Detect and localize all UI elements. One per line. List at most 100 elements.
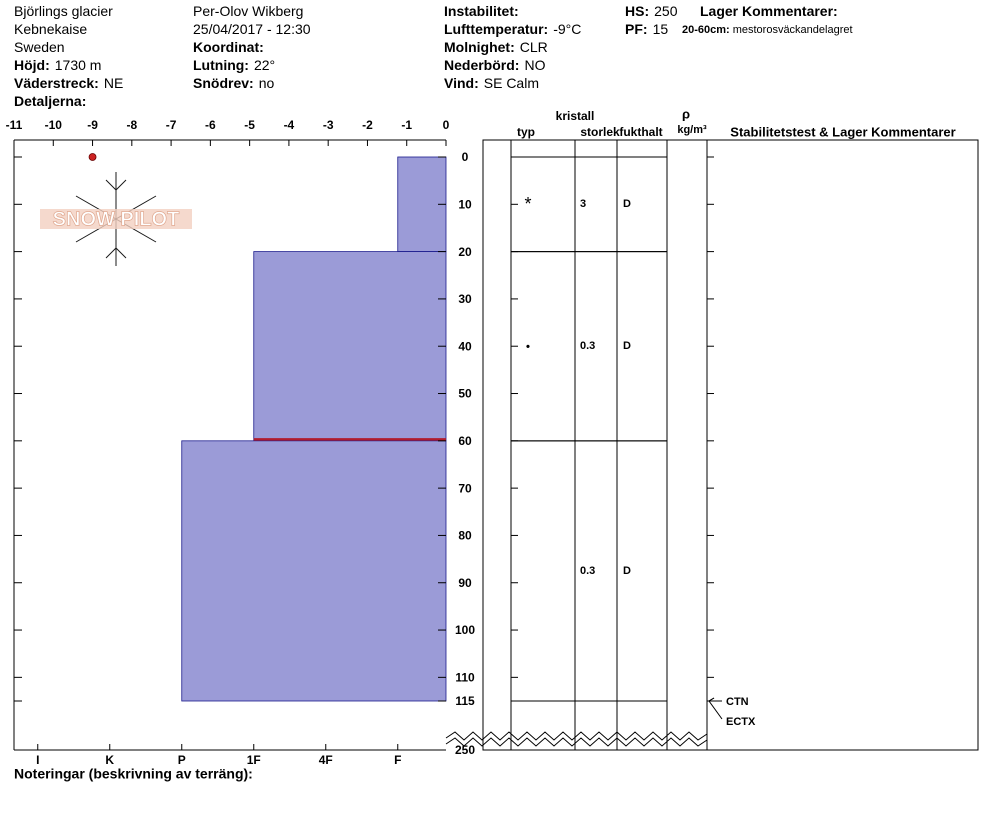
field-label: Lager Kommentarer: <box>700 3 838 19</box>
column-header: typ <box>517 125 535 139</box>
header-field: Molnighet: CLR <box>444 39 548 55</box>
header-field: Instabilitet: <box>444 3 519 19</box>
field-value: no <box>259 75 275 91</box>
field-value: Sweden <box>14 39 65 55</box>
field-label: Detaljerna: <box>14 93 86 109</box>
logo-band <box>40 209 192 229</box>
header-field: Nederbörd: NO <box>444 57 546 73</box>
test-label: CTN <box>726 696 749 708</box>
y-tick-label: 50 <box>458 387 472 401</box>
header-field: Lutning: 22° <box>193 57 275 73</box>
x-tick-label: -2 <box>362 118 373 132</box>
x-tick-label: F <box>394 753 401 767</box>
x-tick-label: -8 <box>126 118 137 132</box>
x-tick-label: -11 <box>6 118 23 132</box>
y-tick-label: 60 <box>458 434 472 448</box>
header-field: Sweden <box>14 39 65 55</box>
column-header: fukthalt <box>619 125 662 139</box>
moisture: D <box>623 565 631 577</box>
field-label: Instabilitet: <box>444 3 519 19</box>
x-tick-label: I <box>36 753 39 767</box>
y-tick-label: 40 <box>458 339 472 353</box>
header-field: Snödrev: no <box>193 75 274 91</box>
y-tick-label: 100 <box>455 623 475 637</box>
y-tick-label: 250 <box>455 743 475 757</box>
field-label: Lufttemperatur: <box>444 21 548 37</box>
header-field: Vind: SE Calm <box>444 75 539 91</box>
header-field: Björlings glacier <box>14 3 113 19</box>
column-header: kg/m³ <box>677 124 707 136</box>
header-field: Lager Kommentarer: <box>700 3 838 19</box>
x-tick-label: P <box>178 753 186 767</box>
grain-type: • <box>526 339 530 353</box>
grain-size: 3 <box>580 198 586 210</box>
x-tick-label: -6 <box>205 118 216 132</box>
grain-size: 0.3 <box>580 340 595 352</box>
field-label: PF: <box>625 21 648 37</box>
hardness-bar <box>253 251 447 442</box>
temperature-point <box>88 153 97 161</box>
column-header: Stabilitetstest & Lager Kommentarer <box>730 124 955 139</box>
field-value: 1730 m <box>55 57 102 73</box>
notes-label: Noteringar (beskrivning av terräng): <box>14 766 253 782</box>
field-label: HS: <box>625 3 649 19</box>
header-field: Väderstreck: NE <box>14 75 123 91</box>
field-value: NE <box>104 75 123 91</box>
x-tick-label: 4F <box>319 753 333 767</box>
field-value: 250 <box>654 3 678 19</box>
x-tick-label: -10 <box>45 118 63 132</box>
header-field: Kebnekaise <box>14 21 87 37</box>
header-field: Lufttemperatur: -9°C <box>444 21 581 37</box>
column-header: storlek <box>580 125 620 139</box>
grain-size: 0.3 <box>580 565 595 577</box>
x-tick-label: -4 <box>284 118 295 132</box>
column-header: kristall <box>556 109 595 123</box>
header-field: Per-Olov Wikberg <box>193 3 303 19</box>
layer-comment: 20-60cm: mestorosväckandelagret <box>682 24 853 36</box>
moisture: D <box>623 340 631 352</box>
field-value: Kebnekaise <box>14 21 87 37</box>
header-field: HS: 250 <box>625 3 678 19</box>
watermark: SNOW PILOT <box>53 208 180 230</box>
header-field: Detaljerna: <box>14 93 86 109</box>
field-value: Per-Olov Wikberg <box>193 3 303 19</box>
x-tick-label: -7 <box>166 118 177 132</box>
header-field: Koordinat: <box>193 39 264 55</box>
field-label: Nederbörd: <box>444 57 519 73</box>
y-tick-label: 10 <box>458 197 472 211</box>
field-value: 15 <box>653 21 669 37</box>
x-tick-label: 1F <box>247 753 261 767</box>
field-label: Vind: <box>444 75 479 91</box>
field-label: Molnighet: <box>444 39 515 55</box>
field-value: -9°C <box>553 21 581 37</box>
y-tick-label: 70 <box>458 481 472 495</box>
field-value: Björlings glacier <box>14 3 113 19</box>
y-tick-label: 20 <box>458 245 472 259</box>
y-tick-label: 110 <box>455 671 475 685</box>
header-field: PF: 15 <box>625 21 668 37</box>
y-tick-label: 90 <box>458 576 472 590</box>
test-label: ECTX <box>726 716 756 728</box>
moisture: D <box>623 198 631 210</box>
x-tick-label: -3 <box>323 118 334 132</box>
header-field: Höjd: 1730 m <box>14 57 101 73</box>
hardness-bar <box>181 440 447 702</box>
x-tick-label: -1 <box>401 118 412 132</box>
y-tick-label: 80 <box>458 529 472 543</box>
field-value: mestorosväckandelagret <box>733 24 853 36</box>
table-frame <box>482 139 979 751</box>
field-label: Höjd: <box>14 57 50 73</box>
field-label: 20-60cm: <box>682 24 730 36</box>
y-tick-label: 30 <box>458 292 472 306</box>
field-value: NO <box>524 57 545 73</box>
axis-break <box>445 737 708 747</box>
field-value: SE Calm <box>484 75 539 91</box>
column-header: ρ <box>682 106 690 121</box>
y-tick-label: 115 <box>455 694 475 708</box>
header-field: 25/04/2017 - 12:30 <box>193 21 311 37</box>
field-value: 25/04/2017 - 12:30 <box>193 21 311 37</box>
field-label: Lutning: <box>193 57 249 73</box>
axis-break <box>445 731 708 741</box>
x-tick-label: K <box>105 753 114 767</box>
